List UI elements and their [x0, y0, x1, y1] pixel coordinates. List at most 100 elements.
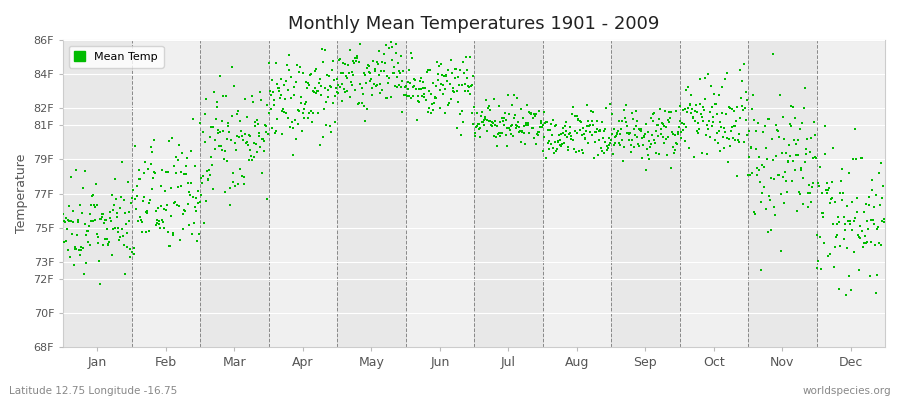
Point — [303, 108, 318, 114]
Point — [813, 234, 827, 240]
Point — [471, 121, 485, 128]
Point — [112, 237, 126, 244]
Point — [616, 106, 631, 113]
Point — [357, 102, 372, 109]
Point — [560, 134, 574, 140]
Point — [602, 134, 616, 141]
Point — [244, 153, 258, 159]
Point — [416, 78, 430, 85]
Point — [592, 128, 607, 134]
Point — [468, 129, 482, 136]
Point — [558, 131, 572, 138]
Point — [860, 226, 875, 232]
Point — [129, 142, 143, 149]
Point — [680, 105, 695, 112]
Point — [576, 125, 590, 132]
Point — [95, 211, 110, 217]
Point — [873, 160, 887, 166]
Point — [326, 58, 340, 64]
Point — [839, 291, 853, 298]
Point — [525, 124, 539, 131]
Point — [614, 126, 628, 132]
Point — [147, 168, 161, 175]
Point — [492, 130, 507, 136]
Point — [477, 122, 491, 128]
Point — [324, 84, 338, 90]
Point — [278, 78, 293, 84]
Point — [869, 289, 884, 296]
Point — [845, 226, 859, 233]
Point — [251, 120, 266, 127]
Point — [775, 150, 789, 156]
Point — [365, 58, 380, 64]
Point — [659, 124, 673, 130]
Point — [354, 34, 368, 40]
Point — [392, 68, 406, 74]
Point — [137, 194, 151, 200]
Point — [518, 141, 532, 148]
Point — [409, 86, 423, 92]
Point — [632, 142, 646, 149]
Point — [482, 103, 496, 110]
Point — [822, 187, 836, 193]
Point — [211, 126, 225, 133]
Point — [770, 126, 784, 133]
Point — [172, 142, 186, 148]
Point — [590, 118, 604, 124]
Bar — [63, 40, 131, 347]
Point — [438, 86, 453, 92]
Point — [215, 147, 230, 153]
Point — [315, 46, 329, 52]
Point — [491, 102, 506, 109]
Point — [794, 167, 808, 174]
Y-axis label: Temperature: Temperature — [15, 154, 28, 233]
Point — [618, 102, 633, 108]
Point — [152, 218, 166, 224]
Point — [160, 168, 175, 175]
Point — [287, 84, 302, 90]
Point — [633, 127, 647, 133]
Point — [329, 89, 344, 95]
Point — [549, 148, 563, 154]
Point — [790, 208, 805, 215]
Point — [742, 154, 756, 160]
Point — [824, 196, 838, 202]
Point — [132, 176, 147, 182]
Point — [116, 242, 130, 248]
Point — [178, 208, 193, 214]
Point — [353, 40, 367, 47]
Point — [646, 111, 661, 117]
Point — [462, 84, 476, 90]
Point — [330, 75, 345, 82]
Point — [680, 109, 694, 115]
Point — [242, 132, 256, 138]
Point — [491, 123, 505, 129]
Point — [374, 90, 388, 96]
Point — [370, 59, 384, 66]
Point — [112, 225, 126, 232]
Point — [507, 115, 521, 121]
Point — [339, 75, 354, 82]
Point — [318, 47, 332, 54]
Point — [652, 106, 667, 112]
Point — [140, 208, 155, 214]
Point — [727, 108, 742, 115]
Point — [158, 188, 172, 194]
Point — [686, 114, 700, 120]
Point — [197, 111, 211, 118]
Point — [306, 110, 320, 117]
Point — [217, 156, 231, 162]
Point — [434, 61, 448, 68]
Point — [615, 118, 629, 124]
Point — [124, 199, 139, 206]
Point — [186, 220, 201, 226]
Point — [308, 84, 322, 91]
Point — [737, 139, 751, 145]
Point — [252, 129, 266, 136]
Point — [815, 214, 830, 220]
Point — [853, 235, 868, 241]
Point — [174, 183, 188, 189]
Point — [286, 152, 301, 158]
Point — [621, 130, 635, 136]
Point — [297, 106, 311, 112]
